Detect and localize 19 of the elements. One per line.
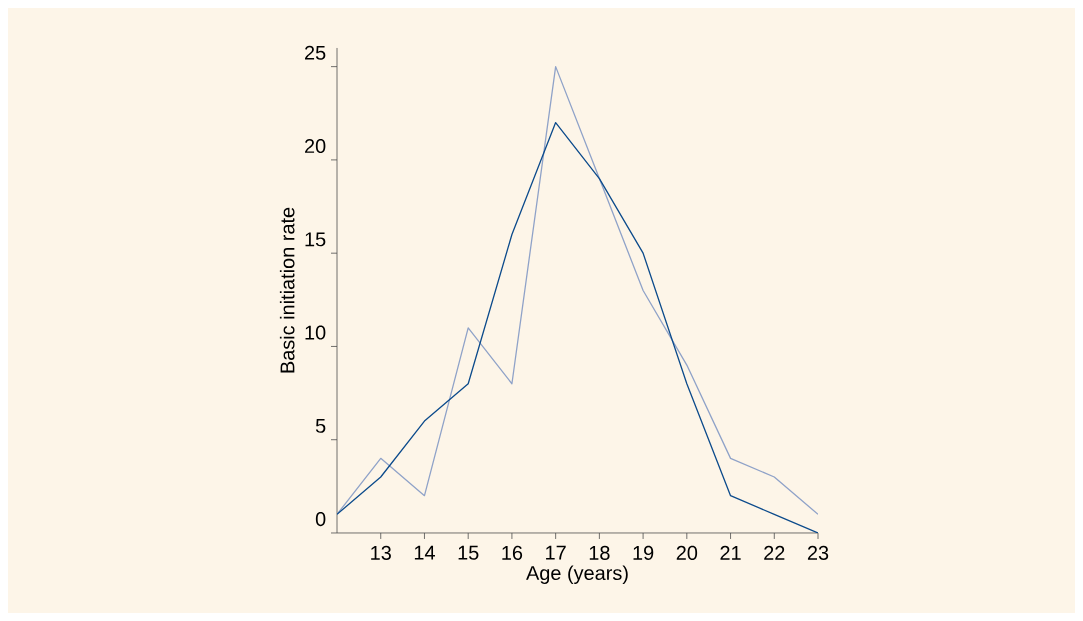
x-axis-title: Age (years) [526, 565, 628, 584]
y-tick-label: 20 [305, 138, 326, 154]
x-tick-label: 23 [807, 545, 829, 560]
x-tick-label: 13 [371, 545, 391, 560]
x-tick-label: 20 [676, 545, 698, 560]
y-tick-label: 5 [315, 418, 326, 433]
x-tick-label: 18 [589, 545, 610, 560]
x-tick-label: 16 [502, 545, 523, 560]
y-tick-label: 0 [315, 512, 326, 527]
x-tick-label: 19 [633, 545, 654, 560]
x-tick-label: 21 [720, 545, 741, 560]
x-tick-label: 17 [546, 545, 566, 560]
x-tick-label: 22 [764, 545, 785, 560]
x-tick-label: 15 [458, 545, 479, 560]
y-axis-title: Basic initiation rate [279, 207, 295, 373]
y-tick-label: 25 [305, 45, 326, 60]
x-tick-label: 14 [414, 545, 435, 560]
y-tick-label: 15 [305, 232, 326, 247]
y-tick-label: 10 [305, 325, 326, 340]
